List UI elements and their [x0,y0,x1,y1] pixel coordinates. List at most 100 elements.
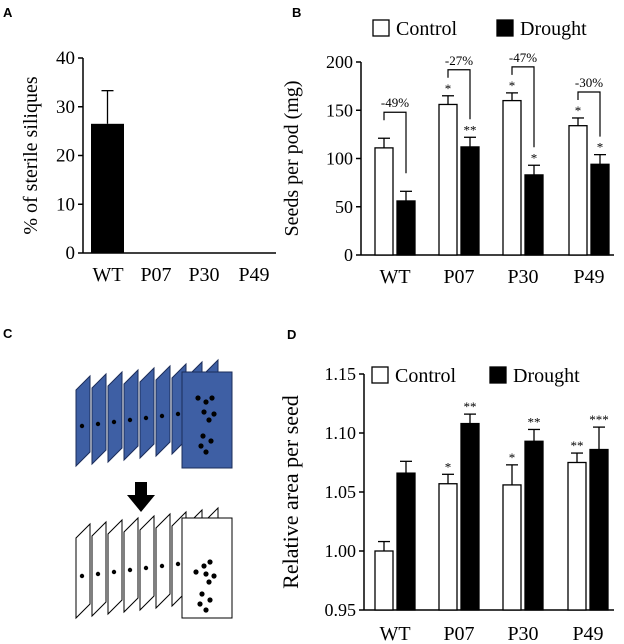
chart-b-legend-label: Control [396,18,458,40]
blue-scan-sheet-edge [107,370,123,464]
chart-d-y-tick-label: 1.15 [325,364,357,384]
chart-d-bar-control-p07 [438,483,458,611]
blue-scan-seed [206,417,212,423]
blue-scan-seed [159,413,165,419]
chart-b-bar-control-p07 [438,103,458,256]
chart-a-x-tick-label: P30 [188,264,219,286]
binary-scan-seed [207,597,213,603]
blue-scan-sheet-edge [155,364,171,458]
chart-d-bar-drought-p30 [524,440,544,611]
chart-d-y-tick-label: 1.10 [325,423,357,443]
binary-scan-seed [211,573,217,579]
chart-b-reduction-label: -30% [575,75,603,90]
chart-d-bar-drought-p07 [460,422,480,611]
blue-scan-seed [209,395,215,401]
chart-a-y-tick-label: 10 [56,194,75,215]
chart-b-reduction-bracket [383,111,407,174]
panel-label-b: B [292,5,301,20]
blue-scan-seed [203,399,209,405]
blue-scan-seed [200,433,206,439]
blue-scan-seed [208,438,214,444]
chart-b-bar-drought-p49 [590,163,610,256]
binary-scan-seed [143,565,149,571]
chart-b-y-tick-label: 100 [326,149,353,169]
binary-scan-seed [199,591,205,597]
chart-b-bar-control-p30 [502,99,522,256]
binary-scan-sheet-edge [155,512,171,610]
chart-b-y-tick-label: 200 [326,52,353,72]
chart-d-relative-area: 0.95 1.00 1.05 1.10 1.15 Relative area per se… [278,364,614,644]
binary-scan-sheet-edge [75,522,91,620]
binary-scan-seed [79,573,85,579]
chart-b-y-tick-label: 0 [344,245,353,265]
chart-d-significance-mark: ** [571,438,584,453]
chart-a-y-axis-title: % of sterile siliques [20,76,42,235]
chart-b-legend-swatch-drought [496,19,514,37]
binary-scan-front-sheet [181,517,233,619]
chart-b-significance-mark: * [597,140,604,155]
blue-scan-sheet-edge [75,374,91,468]
down-arrow-icon [127,482,155,512]
blue-scan-seed [203,449,209,455]
chart-d-x-tick-label: P07 [443,623,474,644]
chart-a-y-tick-label: 40 [56,48,75,69]
binary-scan-sheet-edge [139,514,155,612]
panel-label-c: C [3,326,13,341]
binary-scan-seed [175,561,181,567]
blue-scan-seed [143,415,149,421]
blue-scan-seed [111,419,117,425]
chart-a-y-tick-label: 30 [56,97,75,118]
binary-scan-seed [206,579,212,585]
binary-scan-sheet-edge [91,520,107,618]
chart-a-sterile-siliques: 0 10 20 30 40 % of sterile siliques WT P07 P30 P4… [20,48,276,286]
chart-b-bar-drought-wt [396,200,416,256]
binary-scan-seed [201,563,207,569]
chart-d-x-tick-label: P30 [507,623,538,644]
binary-scan-seed [197,601,203,607]
blue-scan-seed [198,443,204,449]
chart-d-significance-mark: ** [464,399,477,414]
blue-scan-seed [95,421,101,427]
chart-b-reduction-bracket [511,66,535,148]
blue-scan-seed [127,417,133,423]
chart-a-x-tick-label: P49 [238,264,269,286]
chart-b-significance-mark: * [445,81,452,96]
chart-b-bar-drought-p30 [524,174,544,256]
chart-d-y-tick-label: 1.05 [325,482,357,502]
chart-b-bar-control-p49 [568,125,588,256]
chart-d-legend-swatch-control [371,366,389,384]
binary-scan-seed [111,569,117,575]
chart-d-significance-mark: ** [528,414,541,429]
chart-d-significance-mark: *** [589,412,609,427]
chart-d-legend-label: Control [395,365,457,387]
chart-d-x-tick-label: WT [379,623,410,644]
binary-scan-seed [95,571,101,577]
binary-scan-seed [203,571,209,577]
chart-b-bar-drought-p07 [460,146,480,256]
binary-scan-seed [207,559,213,565]
chart-b-reduction-bracket [447,69,471,120]
chart-b-reduction-bracket [577,91,601,137]
blue-scan-stack [75,358,233,469]
chart-b-significance-mark: * [531,150,538,165]
blue-scan-seed [211,411,217,417]
blue-scan-seed [201,409,207,415]
chart-d-bar-control-wt [374,550,394,611]
chart-b-y-tick-label: 150 [326,100,353,120]
binary-scan-seed [193,569,199,575]
binary-scan-stack [75,506,233,620]
blue-scan-sheet-edge [91,372,107,466]
chart-b-legend-swatch-control [372,19,390,37]
binary-scan-seed [159,563,165,569]
panel-label-d: D [287,327,296,342]
panel-label-a: A [3,5,13,20]
binary-scan-seed [127,567,133,573]
chart-d-legend-swatch-drought [489,366,507,384]
chart-b-significance-mark: * [575,103,582,118]
chart-d-y-axis-title: Relative area per seed [278,395,303,589]
chart-b-x-tick-label: P30 [507,266,538,288]
chart-b-bar-control-wt [374,147,394,256]
panel-c-seed-scan-illustration [75,358,233,620]
